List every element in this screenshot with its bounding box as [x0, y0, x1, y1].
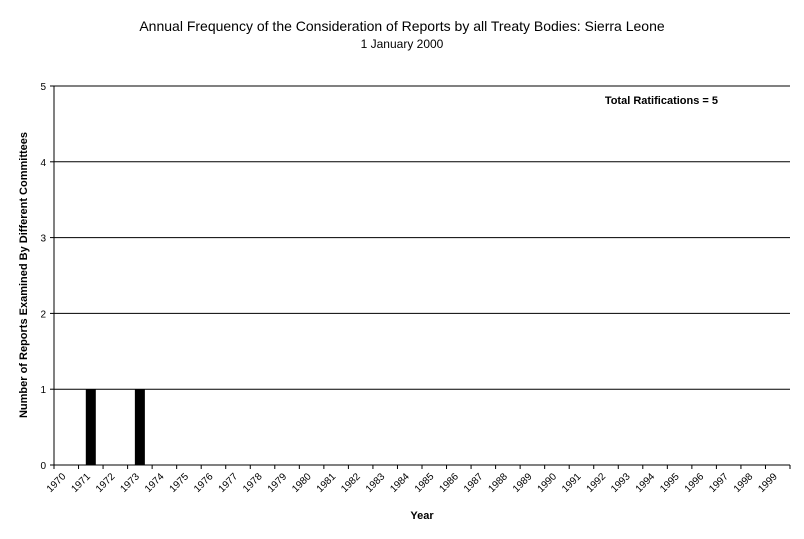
- x-tick-label-1984: 1984: [388, 471, 412, 495]
- bars: [85, 389, 145, 465]
- x-tick-label-1972: 1972: [94, 471, 118, 495]
- grid-lines: [54, 85, 790, 390]
- x-tick-label-1991: 1991: [560, 471, 584, 495]
- x-tick-label-1989: 1989: [511, 471, 535, 495]
- y-axis-title: Number of Reports Examined By Different …: [18, 132, 30, 418]
- x-tick-label-1974: 1974: [143, 471, 167, 495]
- total-ratifications-annotation: Total Ratifications = 5: [605, 95, 718, 107]
- x-axis-title: Year: [410, 510, 434, 522]
- chart-title: Annual Frequency of the Consideration of…: [139, 18, 665, 34]
- x-tick-label-1979: 1979: [266, 471, 290, 495]
- x-tick-label-1995: 1995: [658, 471, 682, 495]
- y-tick-label-0: 0: [40, 461, 46, 472]
- x-tick-label-1981: 1981: [315, 471, 339, 495]
- y-tick-label-1: 1: [40, 385, 46, 396]
- x-tick-label-1982: 1982: [339, 471, 363, 495]
- y-tick-label-2: 2: [40, 309, 46, 320]
- x-tick-label-1998: 1998: [732, 471, 756, 495]
- x-tick-label-1977: 1977: [217, 471, 241, 495]
- bar-1971: [85, 389, 96, 465]
- x-tick-labels: 1970 1971 1972 1973 1974 1975 1976 1977 1978 1979…: [45, 465, 791, 495]
- y-tick-labels: 0 1 2 3 4 5: [40, 82, 54, 472]
- x-tick-label-1985: 1985: [413, 471, 437, 495]
- chart-subtitle: 1 January 2000: [360, 37, 444, 51]
- x-tick-label-1983: 1983: [364, 471, 388, 495]
- x-tick-label-1997: 1997: [707, 471, 731, 495]
- x-tick-label-1996: 1996: [683, 471, 707, 495]
- x-tick-label-1992: 1992: [585, 471, 609, 495]
- y-tick-label-3: 3: [40, 234, 46, 245]
- x-tick-label-1990: 1990: [536, 471, 560, 495]
- x-tick-label-1980: 1980: [290, 471, 314, 495]
- x-tick-label-1971: 1971: [69, 471, 93, 495]
- x-tick-label-1993: 1993: [609, 471, 633, 495]
- bar-1973: [134, 389, 145, 465]
- x-tick-label-1973: 1973: [118, 471, 142, 495]
- x-tick-label-1987: 1987: [462, 471, 486, 495]
- y-tick-label-5: 5: [40, 82, 46, 93]
- x-tick-label-1976: 1976: [192, 471, 216, 495]
- x-tick-label-1978: 1978: [241, 471, 265, 495]
- y-tick-label-4: 4: [40, 158, 46, 169]
- axes: [53, 86, 790, 466]
- x-tick-label-1994: 1994: [634, 471, 658, 495]
- x-tick-label-1970: 1970: [45, 471, 69, 495]
- x-tick-label-1988: 1988: [486, 471, 510, 495]
- x-tick-label-1975: 1975: [168, 471, 192, 495]
- x-tick-label-1986: 1986: [437, 471, 461, 495]
- x-tick-label-1999: 1999: [756, 471, 780, 495]
